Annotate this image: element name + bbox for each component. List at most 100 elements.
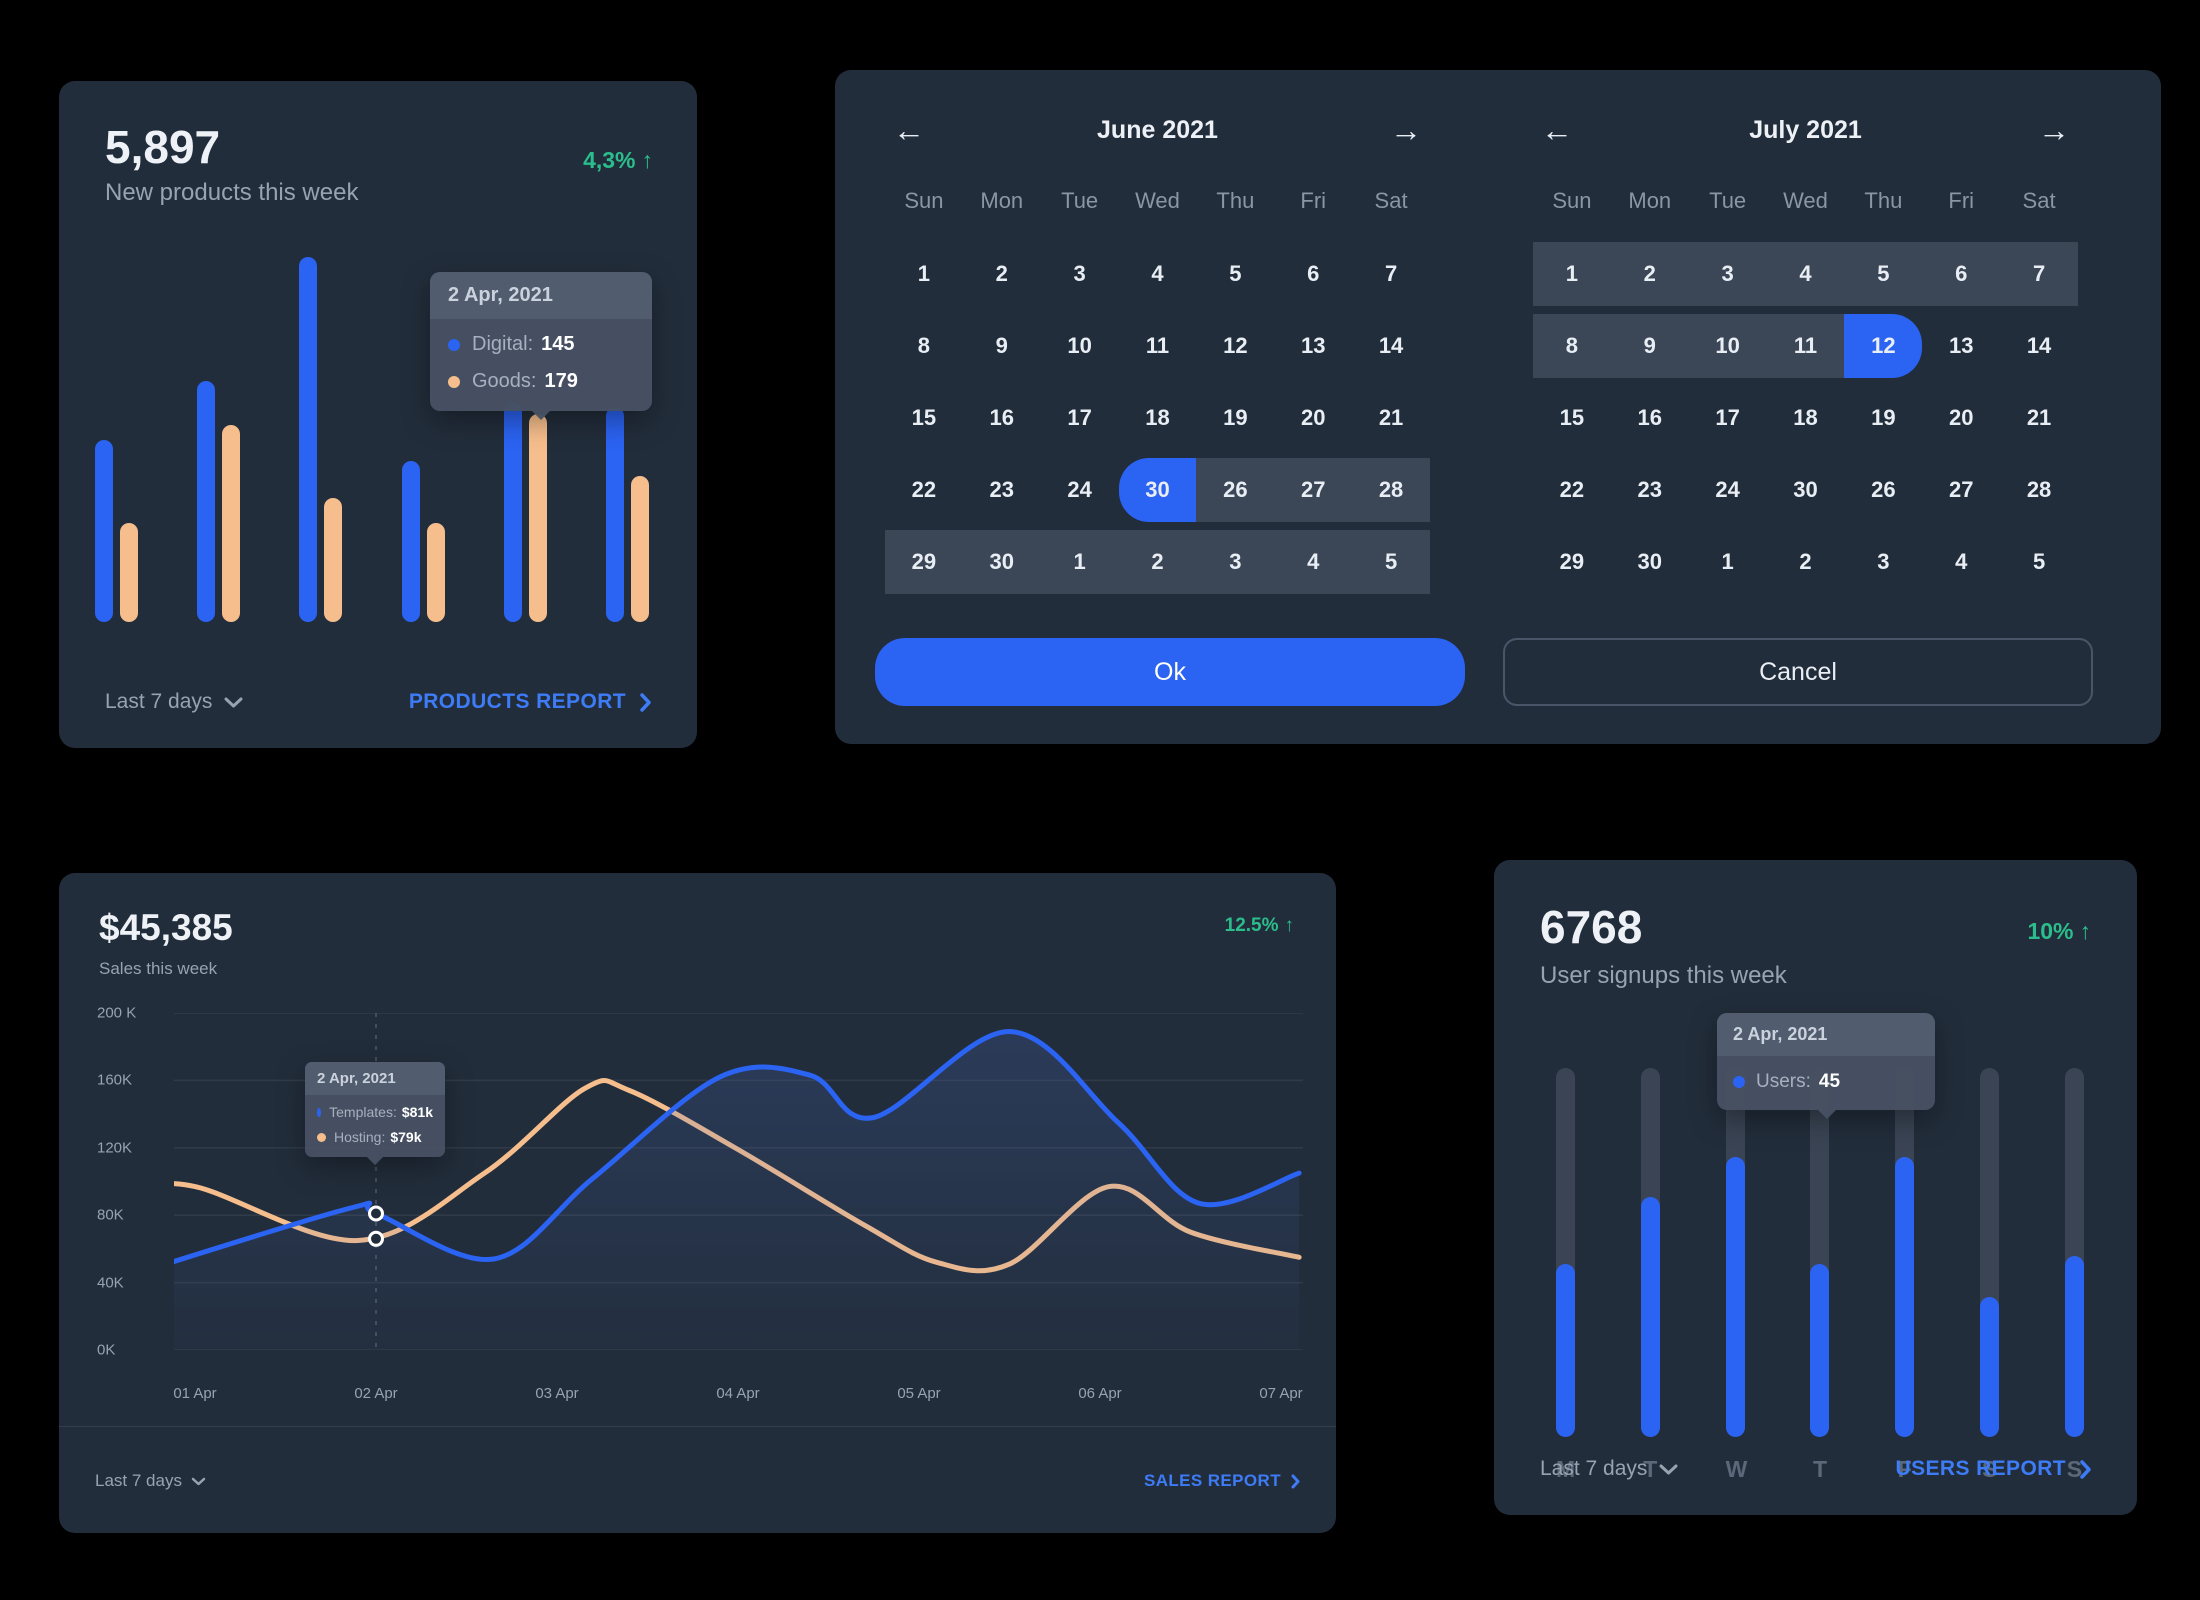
calendar-day[interactable]: 8 [917,333,931,358]
calendar-day[interactable]: 30 [1793,477,1818,502]
calendar-day[interactable]: 7 [2000,238,2078,310]
calendar-day[interactable]: 17 [1067,405,1092,430]
calendar-day[interactable]: 26 [1871,477,1896,502]
calendar-day[interactable]: 5 [1844,238,1923,310]
digital-bar[interactable] [605,406,624,622]
calendar-day[interactable]: 3 [1688,238,1767,310]
calendar-day[interactable]: 5 [1352,526,1430,598]
calendar-day[interactable]: 24 [1715,477,1740,502]
calendar-day[interactable]: 19 [1223,405,1248,430]
calendar-day[interactable]: 10 [1067,333,1092,358]
calendar-day[interactable]: 29 [885,526,963,598]
digital-bar[interactable] [197,381,216,622]
bar-group[interactable] [503,257,547,622]
calendar-day[interactable]: 16 [1637,405,1663,430]
calendar-day[interactable]: 2 [1799,549,1812,574]
calendar-day[interactable]: 1 [1721,549,1734,574]
calendar-day[interactable]: 30 [962,526,1041,598]
calendar-day[interactable]: 27 [1948,477,1974,502]
calendar-day[interactable]: 6 [1922,238,2001,310]
calendar-day[interactable]: 7 [1384,261,1398,286]
calendar-day[interactable]: 15 [1559,405,1585,430]
calendar-day[interactable]: 9 [1610,310,1689,382]
calendar-day[interactable]: 18 [1145,405,1170,430]
products-report-link[interactable]: PRODUCTS REPORT [409,690,651,714]
signup-bar-track[interactable] [1640,1068,1660,1437]
calendar-day[interactable]: 17 [1715,405,1740,430]
calendar-day[interactable]: 3 [1073,261,1086,286]
calendar-day[interactable]: 22 [1559,477,1585,502]
calendar-day[interactable]: 30 [1637,549,1663,574]
calendar-day[interactable]: 27 [1274,454,1353,526]
calendar-day[interactable]: 6 [1307,261,1320,286]
calendar-day[interactable]: 21 [1378,405,1404,430]
range-select[interactable]: Last 7 days [105,690,243,714]
goods-bar[interactable] [120,523,138,622]
signup-bar-track[interactable] [1725,1068,1745,1437]
bar-group[interactable] [299,257,343,622]
calendar-day[interactable]: 9 [995,333,1008,358]
products-bar-chart[interactable] [95,257,649,622]
bar-group[interactable] [401,257,445,622]
calendar-day[interactable]: 26 [1196,454,1275,526]
digital-bar[interactable] [503,403,522,622]
calendar-day[interactable]: 5 [1229,261,1242,286]
sales-report-link[interactable]: SALES REPORT [1144,1471,1300,1491]
calendar-day[interactable]: 5 [2032,549,2046,574]
next-month-arrow-icon[interactable]: → [2038,112,2070,148]
signup-bar-track[interactable] [1980,1068,2000,1437]
calendar-day[interactable]: 2 [1610,238,1689,310]
calendar-day[interactable]: 11 [1145,333,1170,358]
calendar-day[interactable]: 24 [1067,477,1092,502]
users-report-link[interactable]: USERS REPORT [1896,1457,2092,1481]
calendar-day[interactable]: 3 [1877,549,1890,574]
calendar-day[interactable]: 10 [1688,310,1767,382]
calendar-day[interactable]: 2 [995,261,1008,286]
prev-month-arrow-icon[interactable]: ← [1541,112,1573,148]
signup-bar-track[interactable] [2064,1068,2084,1437]
digital-bar[interactable] [401,461,420,622]
calendar-day[interactable]: 23 [1637,477,1663,502]
calendar-day[interactable]: 14 [1378,333,1404,358]
calendar-day[interactable]: 1 [1040,526,1119,598]
signup-bar-track[interactable] [1810,1068,1830,1437]
calendar-day[interactable]: 8 [1533,310,1611,382]
signups-bar-chart[interactable] [1556,1068,2084,1437]
sales-line-chart[interactable] [174,1013,1303,1350]
range-select[interactable]: Last 7 days [1540,1457,1678,1481]
cancel-button[interactable]: Cancel [1503,638,2093,706]
calendar-day[interactable]: 18 [1793,405,1818,430]
calendar-day[interactable]: 14 [2026,333,2052,358]
calendar-day[interactable]: 16 [989,405,1015,430]
calendar-day[interactable]: 29 [1559,549,1585,574]
prev-month-arrow-icon[interactable]: ← [893,112,925,148]
calendar-day[interactable]: 4 [1955,549,1968,574]
calendar-day[interactable]: 13 [1300,333,1326,358]
goods-bar[interactable] [222,424,241,622]
goods-bar[interactable] [324,497,343,622]
calendar-day[interactable]: 4 [1766,238,1845,310]
calendar-day[interactable]: 3 [1196,526,1275,598]
calendar-day[interactable]: 21 [2026,405,2052,430]
bar-group[interactable] [605,257,649,622]
calendar-day[interactable]: 28 [1352,454,1430,526]
calendar-day[interactable]: 22 [911,477,937,502]
calendar-day[interactable]: 12 [1223,333,1248,358]
calendar-day[interactable]: 12 [1844,310,1923,382]
ok-button[interactable]: Ok [875,638,1465,706]
calendar-day[interactable]: 13 [1948,333,1974,358]
digital-bar[interactable] [95,439,113,622]
goods-bar[interactable] [528,413,547,622]
calendar-day[interactable]: 4 [1151,261,1164,286]
calendar-day[interactable]: 23 [989,477,1015,502]
calendar-day[interactable]: 19 [1871,405,1896,430]
next-month-arrow-icon[interactable]: → [1389,112,1422,148]
calendar-day[interactable]: 1 [917,261,931,286]
bar-group[interactable] [95,257,138,622]
bar-group[interactable] [197,257,241,622]
calendar-day[interactable]: 30 [1118,454,1197,526]
calendar-day[interactable]: 20 [1948,405,1974,430]
calendar-day[interactable]: 4 [1274,526,1353,598]
calendar-day[interactable]: 2 [1118,526,1197,598]
calendar-day[interactable]: 1 [1533,238,1611,310]
